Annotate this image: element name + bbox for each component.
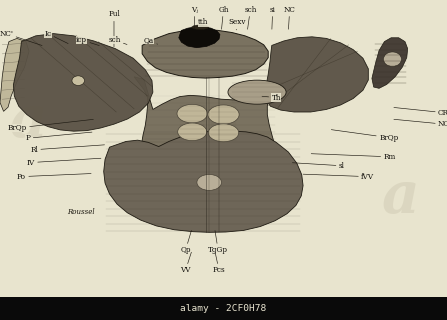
Ellipse shape (197, 174, 221, 190)
Text: Qp: Qp (180, 230, 191, 254)
Polygon shape (0, 38, 29, 111)
Text: Ic: Ic (44, 30, 68, 44)
Polygon shape (372, 38, 408, 88)
Text: icp: icp (76, 36, 99, 45)
Text: Sexv: Sexv (228, 18, 246, 30)
FancyBboxPatch shape (0, 297, 447, 320)
Polygon shape (142, 29, 268, 78)
Ellipse shape (208, 105, 239, 124)
Text: TgGp: TgGp (208, 231, 228, 254)
Text: Gh: Gh (218, 6, 229, 29)
Ellipse shape (384, 52, 401, 67)
Polygon shape (13, 34, 153, 131)
Polygon shape (134, 77, 277, 221)
Text: NC': NC' (0, 30, 42, 45)
Text: NC: NC (284, 6, 295, 29)
Text: VV: VV (180, 252, 191, 274)
Text: Th: Th (262, 93, 281, 102)
Ellipse shape (228, 80, 286, 104)
Text: P: P (25, 132, 92, 142)
Text: si: si (270, 6, 276, 29)
Text: Vⱼ: Vⱼ (191, 6, 198, 29)
Text: Rl: Rl (30, 145, 105, 154)
Text: Qa: Qa (144, 36, 157, 44)
Text: sl: sl (292, 162, 345, 170)
Text: alamy - 2CF0H78: alamy - 2CF0H78 (181, 304, 266, 313)
Text: BrQp: BrQp (331, 130, 398, 141)
Text: Po: Po (17, 172, 91, 180)
Ellipse shape (177, 104, 207, 123)
Text: fVV: fVV (303, 172, 374, 180)
Text: NC: NC (394, 119, 447, 128)
Ellipse shape (72, 76, 84, 85)
Ellipse shape (192, 25, 209, 29)
Ellipse shape (178, 123, 207, 141)
Polygon shape (104, 131, 303, 232)
Text: Pul: Pul (108, 11, 120, 47)
Ellipse shape (208, 124, 239, 142)
Text: a: a (9, 93, 46, 150)
Text: Roussel: Roussel (67, 208, 95, 216)
Polygon shape (179, 27, 220, 48)
Text: sch: sch (108, 36, 127, 44)
Text: CR: CR (394, 108, 447, 116)
Text: a: a (381, 169, 419, 225)
Text: Pcs: Pcs (213, 252, 225, 274)
Polygon shape (265, 37, 368, 112)
Text: IV: IV (27, 158, 101, 166)
Text: Rm: Rm (311, 153, 396, 161)
Text: sch: sch (244, 6, 257, 29)
Text: BrQp: BrQp (8, 119, 93, 132)
Text: tth: tth (198, 18, 209, 30)
